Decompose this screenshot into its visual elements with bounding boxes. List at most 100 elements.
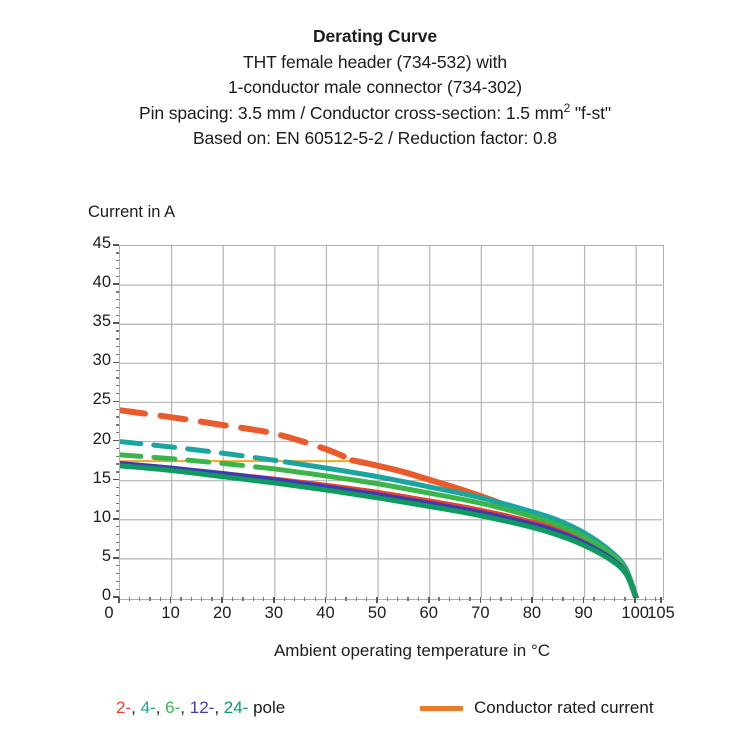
chart-subtitle-spec: Pin spacing: 3.5 mm / Conductor cross-se…	[0, 101, 750, 127]
x-tick-mark	[273, 597, 275, 603]
x-minor-tick	[520, 597, 523, 601]
legend-rated-label: Conductor rated current	[474, 698, 654, 717]
x-tick-mark	[221, 597, 224, 603]
y-minor-tick	[115, 416, 119, 418]
y-tick-label: 45	[92, 234, 111, 252]
legend-pole-6: 6-	[165, 698, 181, 717]
x-minor-tick	[200, 597, 203, 601]
chart-subtitle-standard: Based on: EN 60512-5-2 / Reduction facto…	[192, 128, 558, 148]
x-minor-tick	[417, 597, 420, 601]
y-minor-tick	[115, 588, 119, 590]
plot-svg	[120, 246, 662, 598]
y-tick-label: 20	[92, 429, 111, 448]
y-minor-tick	[115, 432, 119, 434]
y-tick-label: 35	[92, 312, 111, 331]
chart-title: Derating Curve	[312, 26, 438, 46]
x-minor-tick	[407, 597, 409, 601]
chart-subtitle-connector: 1-conductor male connector (734-302)	[227, 77, 523, 97]
x-minor-tick	[252, 597, 254, 601]
y-minor-tick	[115, 471, 119, 473]
x-minor-tick	[304, 597, 306, 601]
y-minor-tick	[115, 526, 119, 528]
y-minor-tick	[115, 252, 119, 254]
spec-superscript: 2	[563, 100, 571, 115]
legend-pole-24: 24-	[223, 698, 249, 717]
y-minor-tick	[115, 494, 119, 496]
x-tick-mark	[118, 597, 120, 603]
x-tick-label: 0	[104, 604, 114, 622]
x-tick-mark	[660, 597, 662, 603]
x-minor-tick	[469, 597, 471, 601]
x-tick-label: 70	[471, 604, 490, 622]
y-minor-tick	[115, 486, 119, 489]
x-axis-label-text: Ambient operating temperature in °C	[273, 641, 551, 660]
x-tick-label: 20	[213, 604, 232, 622]
x-minor-tick	[231, 597, 234, 601]
y-minor-tick	[115, 291, 119, 293]
x-minor-tick	[335, 597, 337, 601]
x-minor-tick	[500, 597, 502, 601]
chart-subtitle-product: THT female header (734-532) with	[243, 51, 507, 72]
x-minor-tick	[242, 597, 244, 601]
x-tick-mark	[427, 597, 430, 603]
x-minor-tick	[510, 597, 512, 601]
x-tick-label: 105	[647, 604, 675, 622]
y-minor-tick	[115, 260, 119, 262]
legend-pole-list: 2-, 4-, 6-, 12-, 24- pole	[116, 698, 285, 718]
y-axis-label: Current in A	[88, 203, 176, 221]
x-tick-label: 40	[316, 604, 335, 622]
y-minor-tick	[115, 393, 119, 395]
legend-separator: ,	[155, 698, 166, 717]
x-minor-tick	[293, 597, 296, 601]
y-minor-tick	[115, 330, 119, 332]
plot-area	[119, 245, 664, 600]
x-minor-tick	[190, 597, 192, 601]
x-minor-tick	[211, 597, 213, 601]
legend-pole-12: 12-	[189, 698, 215, 717]
y-tick-mark	[113, 517, 119, 520]
y-tick-label: 0	[101, 586, 111, 604]
y-minor-tick	[115, 502, 119, 504]
legend-separator: ,	[214, 698, 224, 717]
x-minor-tick	[593, 597, 595, 601]
y-tick-label: 10	[92, 507, 111, 526]
y-tick-label: 5	[101, 546, 111, 565]
chart-title-block: Derating Curve THT female header (734-53…	[0, 24, 750, 152]
x-tick-mark	[582, 597, 585, 603]
x-minor-tick	[149, 597, 151, 601]
x-tick-mark	[531, 597, 533, 603]
x-minor-tick	[128, 597, 130, 601]
y-tick-mark	[113, 478, 119, 481]
y-minor-tick	[115, 267, 119, 270]
x-minor-tick	[283, 597, 285, 601]
legend-pole-suffix: pole	[248, 698, 286, 717]
y-tick-mark	[113, 283, 119, 285]
x-minor-tick	[551, 597, 554, 601]
x-minor-tick	[345, 597, 347, 601]
y-minor-tick	[115, 580, 119, 583]
y-minor-tick	[115, 377, 119, 379]
x-minor-tick	[314, 597, 316, 601]
y-minor-tick	[115, 447, 119, 450]
x-minor-tick	[180, 597, 182, 601]
x-minor-tick	[438, 597, 440, 601]
x-tick-label: 50	[367, 604, 387, 622]
x-minor-tick	[603, 597, 605, 601]
legend-separator: ,	[180, 698, 190, 717]
y-minor-tick	[115, 369, 119, 371]
x-minor-tick	[562, 597, 564, 601]
spec-text-b: "f-st"	[570, 102, 611, 123]
y-tick-mark	[113, 596, 119, 598]
y-minor-tick	[115, 455, 119, 457]
y-minor-tick	[115, 424, 119, 426]
x-minor-tick	[490, 597, 492, 601]
x-tick-mark	[169, 597, 172, 603]
x-tick-label: 80	[522, 604, 542, 622]
y-minor-tick	[115, 346, 119, 348]
x-tick-mark	[479, 597, 482, 603]
spec-text-a: Pin spacing: 3.5 mm / Conductor cross-se…	[139, 102, 564, 123]
x-tick-label: 100	[621, 604, 649, 622]
y-tick-mark	[113, 400, 119, 403]
x-minor-tick	[366, 597, 368, 601]
